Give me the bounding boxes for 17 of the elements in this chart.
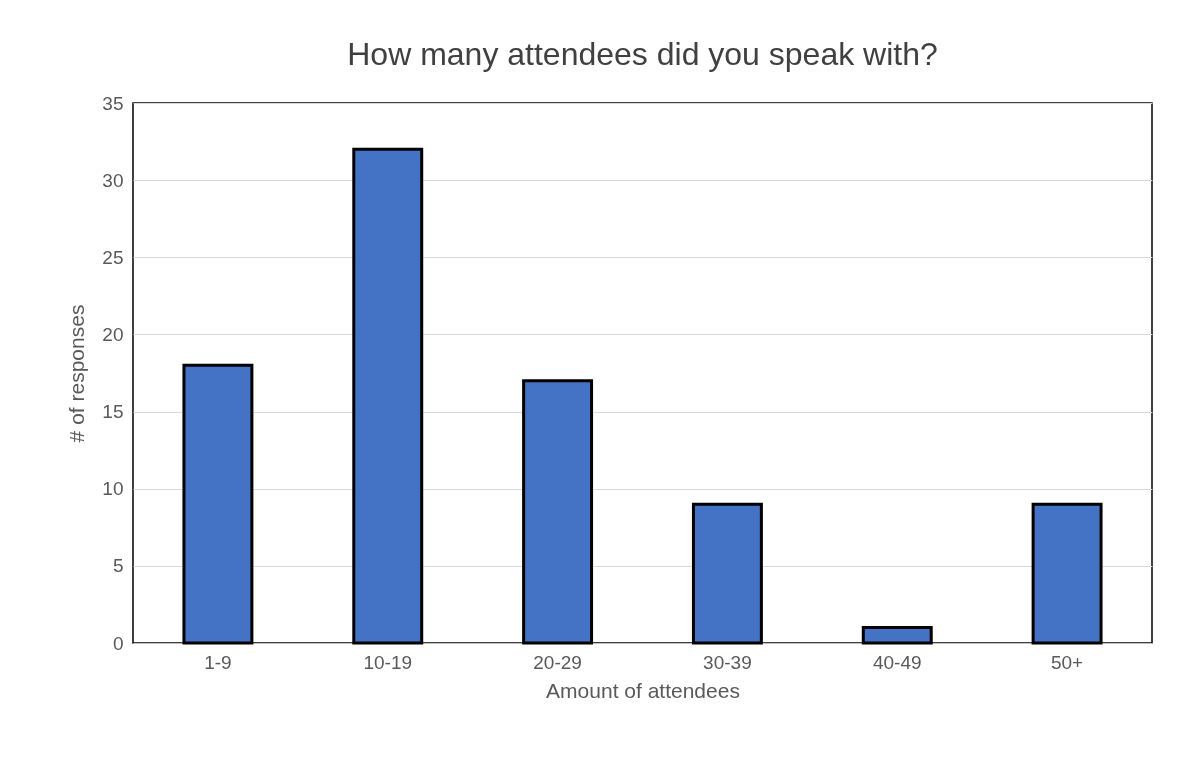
x-tick-label: 40-49 [872, 651, 922, 673]
x-tick-label: 30-39 [703, 651, 752, 673]
x-tick-label: 50+ [1050, 651, 1084, 673]
x-axis-title: Amount of attendees [546, 678, 740, 702]
y-tick-label: 20 [102, 323, 124, 345]
x-tick-label: 20-29 [533, 651, 582, 673]
y-tick-label: 5 [112, 555, 124, 577]
y-tick-label: 30 [102, 169, 124, 191]
y-axis-title: # of responses [65, 304, 89, 443]
y-tick-label: 10 [102, 478, 124, 500]
chart-title: How many attendees did you speak with? [347, 36, 938, 72]
y-tick-label: 35 [102, 92, 124, 114]
y-tick-label: 15 [102, 401, 124, 423]
y-tick-label: 25 [102, 246, 124, 268]
x-tick-label: 1-9 [204, 651, 232, 673]
y-tick-label: 0 [112, 632, 124, 654]
x-tick-label: 10-19 [363, 651, 413, 673]
